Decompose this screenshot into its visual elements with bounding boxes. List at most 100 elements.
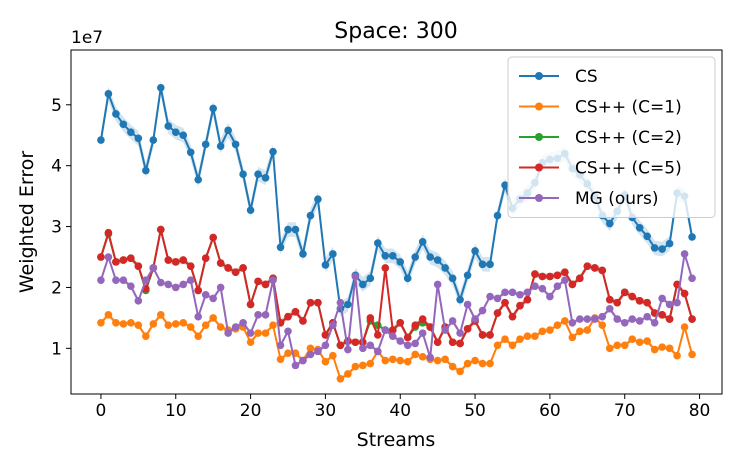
data-point <box>546 292 554 301</box>
data-point <box>284 327 292 336</box>
series-cs-c-1 <box>97 311 696 383</box>
data-point <box>306 344 315 353</box>
data-point <box>396 356 405 365</box>
data-point <box>448 274 457 283</box>
data-point <box>396 337 405 345</box>
data-point <box>426 353 434 362</box>
data-point <box>194 332 203 340</box>
data-point <box>568 333 577 342</box>
data-point <box>209 104 217 113</box>
data-point <box>164 321 173 330</box>
data-point <box>463 359 472 368</box>
data-point <box>299 356 307 365</box>
data-point <box>688 233 696 241</box>
data-point <box>119 120 128 129</box>
legend-marker <box>535 102 543 111</box>
data-point <box>336 298 345 307</box>
data-point <box>471 315 479 323</box>
data-point <box>501 335 509 344</box>
data-point <box>231 140 240 149</box>
x-tick-label: 70 <box>614 401 636 421</box>
data-point <box>216 142 225 150</box>
data-point <box>538 327 547 336</box>
y-tick-label: 2 <box>51 278 62 298</box>
data-point <box>164 280 173 289</box>
data-point <box>418 353 427 361</box>
data-point <box>291 308 300 316</box>
data-point <box>456 367 464 376</box>
data-point <box>688 274 696 283</box>
data-point <box>246 338 255 347</box>
data-point <box>613 315 622 323</box>
data-point <box>97 276 105 284</box>
data-point <box>261 174 270 182</box>
data-point <box>613 298 622 307</box>
data-point <box>119 276 128 284</box>
data-point <box>216 259 225 267</box>
data-point <box>673 351 681 360</box>
data-point <box>142 166 150 175</box>
data-point <box>403 341 412 350</box>
data-point <box>314 347 322 356</box>
y-axis-label: Weighted Error <box>16 151 38 293</box>
data-point <box>201 140 210 149</box>
data-point <box>209 233 217 242</box>
data-point <box>127 318 135 327</box>
data-point <box>97 136 105 144</box>
data-point <box>261 311 270 319</box>
data-point <box>112 110 120 118</box>
data-point <box>478 306 487 315</box>
data-point <box>373 239 382 247</box>
data-point <box>471 247 479 255</box>
legend-label: CS++ (C=5) <box>575 159 682 179</box>
data-point <box>523 332 532 340</box>
data-point <box>231 323 240 331</box>
x-tick-label: 80 <box>689 401 711 421</box>
series-mg-ours <box>97 250 696 370</box>
data-point <box>171 320 180 328</box>
data-point <box>246 300 255 309</box>
data-point <box>269 276 277 284</box>
x-tick-label: 60 <box>539 401 561 421</box>
data-point <box>194 312 203 321</box>
data-point <box>373 331 382 339</box>
data-point <box>471 356 479 365</box>
data-point <box>201 254 210 263</box>
data-point <box>388 332 397 340</box>
data-point <box>321 331 330 339</box>
data-point <box>418 329 427 337</box>
data-point <box>576 327 584 336</box>
data-point <box>246 329 255 337</box>
data-point <box>127 128 135 136</box>
data-point <box>366 359 375 368</box>
data-point <box>680 289 689 298</box>
data-point <box>351 338 360 347</box>
data-point <box>411 339 420 348</box>
data-point <box>336 374 345 383</box>
data-point <box>209 314 217 322</box>
data-point <box>643 312 651 321</box>
data-point <box>351 362 360 371</box>
data-point <box>531 270 539 278</box>
data-point <box>658 245 666 253</box>
data-point <box>650 318 659 327</box>
data-point <box>388 326 397 334</box>
data-point <box>418 237 427 246</box>
data-point <box>201 290 210 299</box>
data-point <box>112 258 120 266</box>
y-tick-label: 1 <box>51 339 62 359</box>
legend-marker <box>535 194 543 202</box>
data-point <box>156 225 165 234</box>
data-point <box>321 341 330 350</box>
data-point <box>620 288 629 297</box>
data-point <box>688 350 696 359</box>
data-point <box>411 253 420 261</box>
data-point <box>561 276 569 284</box>
data-point <box>119 256 128 264</box>
x-tick-label: 30 <box>315 401 337 421</box>
data-point <box>276 243 285 252</box>
data-point <box>284 349 292 358</box>
data-point <box>261 329 270 337</box>
data-point <box>650 345 659 354</box>
